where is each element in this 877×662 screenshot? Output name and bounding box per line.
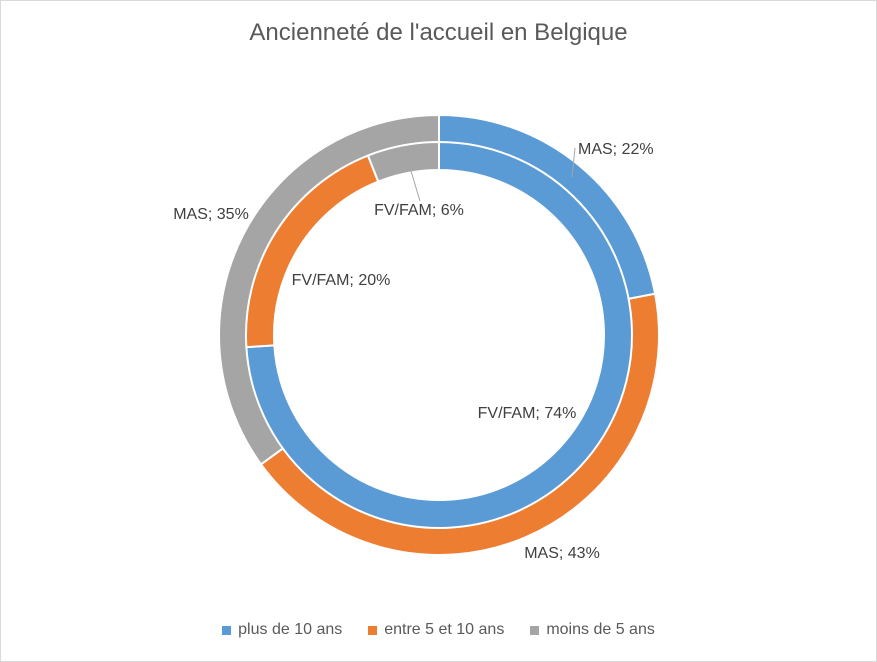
donut-slice-inner-0 (245, 140, 633, 529)
donut-rings (218, 113, 660, 556)
legend-item-entre-5-et-10-ans: entre 5 et 10 ans (368, 621, 504, 639)
chart-title: Ancienneté de l'accueil en Belgique (249, 19, 628, 46)
data-label-inner-1: FV/FAM; 20% (292, 272, 391, 289)
legend-swatch (222, 625, 232, 635)
legend-item-plus-de-10-ans: plus de 10 ans (222, 621, 342, 639)
legend: plus de 10 ans entre 5 et 10 ans moins d… (1, 621, 876, 639)
leader-line (410, 170, 421, 202)
legend-swatch (530, 625, 540, 635)
data-labels: MAS; 22% MAS; 43% MAS; 35% FV/FAM; 74% FV/FA… (173, 141, 653, 562)
data-label-inner-0: FV/FAM; 74% (478, 405, 577, 422)
legend-label: moins de 5 ans (546, 621, 655, 638)
data-label-outer-2: MAS; 35% (173, 206, 249, 223)
legend-item-moins-de-5-ans: moins de 5 ans (530, 621, 655, 639)
legend-swatch (368, 625, 378, 635)
data-label-inner-2: FV/FAM; 6% (374, 202, 464, 219)
leader-line (571, 147, 576, 178)
legend-label: plus de 10 ans (238, 621, 343, 638)
donut-slice-inner-2 (366, 140, 440, 183)
legend-label: entre 5 et 10 ans (384, 621, 505, 638)
data-label-outer-0: MAS; 22% (578, 141, 654, 158)
data-label-outer-1: MAS; 43% (524, 545, 600, 562)
